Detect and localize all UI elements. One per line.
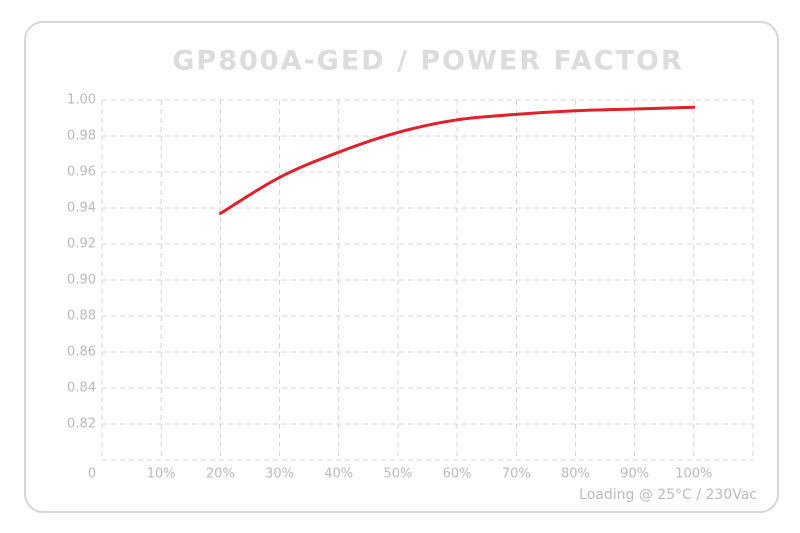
y-tick-label: 1.00 — [67, 93, 96, 108]
y-tick-label: 0.82 — [67, 417, 96, 432]
x-tick-label: 30% — [265, 467, 294, 482]
y-tick-label: 0.90 — [67, 273, 96, 288]
x-tick-label: 0 — [88, 467, 96, 482]
x-tick-label: 40% — [324, 467, 353, 482]
y-tick-label: 0.88 — [67, 309, 96, 324]
y-tick-label: 0.96 — [67, 165, 96, 180]
x-tick-label: 60% — [443, 467, 472, 482]
x-tick-label: 70% — [502, 467, 531, 482]
x-tick-label: 10% — [147, 467, 176, 482]
y-tick-label: 0.84 — [67, 381, 96, 396]
y-tick-label: 0.98 — [67, 129, 96, 144]
y-tick-label: 0.92 — [67, 237, 96, 252]
annotation: Loading @ 25°C / 230Vac — [579, 487, 757, 503]
series-line — [218, 105, 696, 215]
x-tick-label: 100% — [675, 467, 712, 482]
x-tick-label: 90% — [620, 467, 649, 482]
x-tick-label: 80% — [561, 467, 590, 482]
frame — [24, 21, 779, 513]
x-tick-label: 20% — [206, 467, 235, 482]
y-tick-label: 0.86 — [67, 345, 96, 360]
chart-title: GP800A-GED / POWER FACTOR — [172, 46, 683, 77]
x-tick-label: 50% — [383, 467, 412, 482]
y-tick-label: 0.94 — [67, 201, 96, 216]
